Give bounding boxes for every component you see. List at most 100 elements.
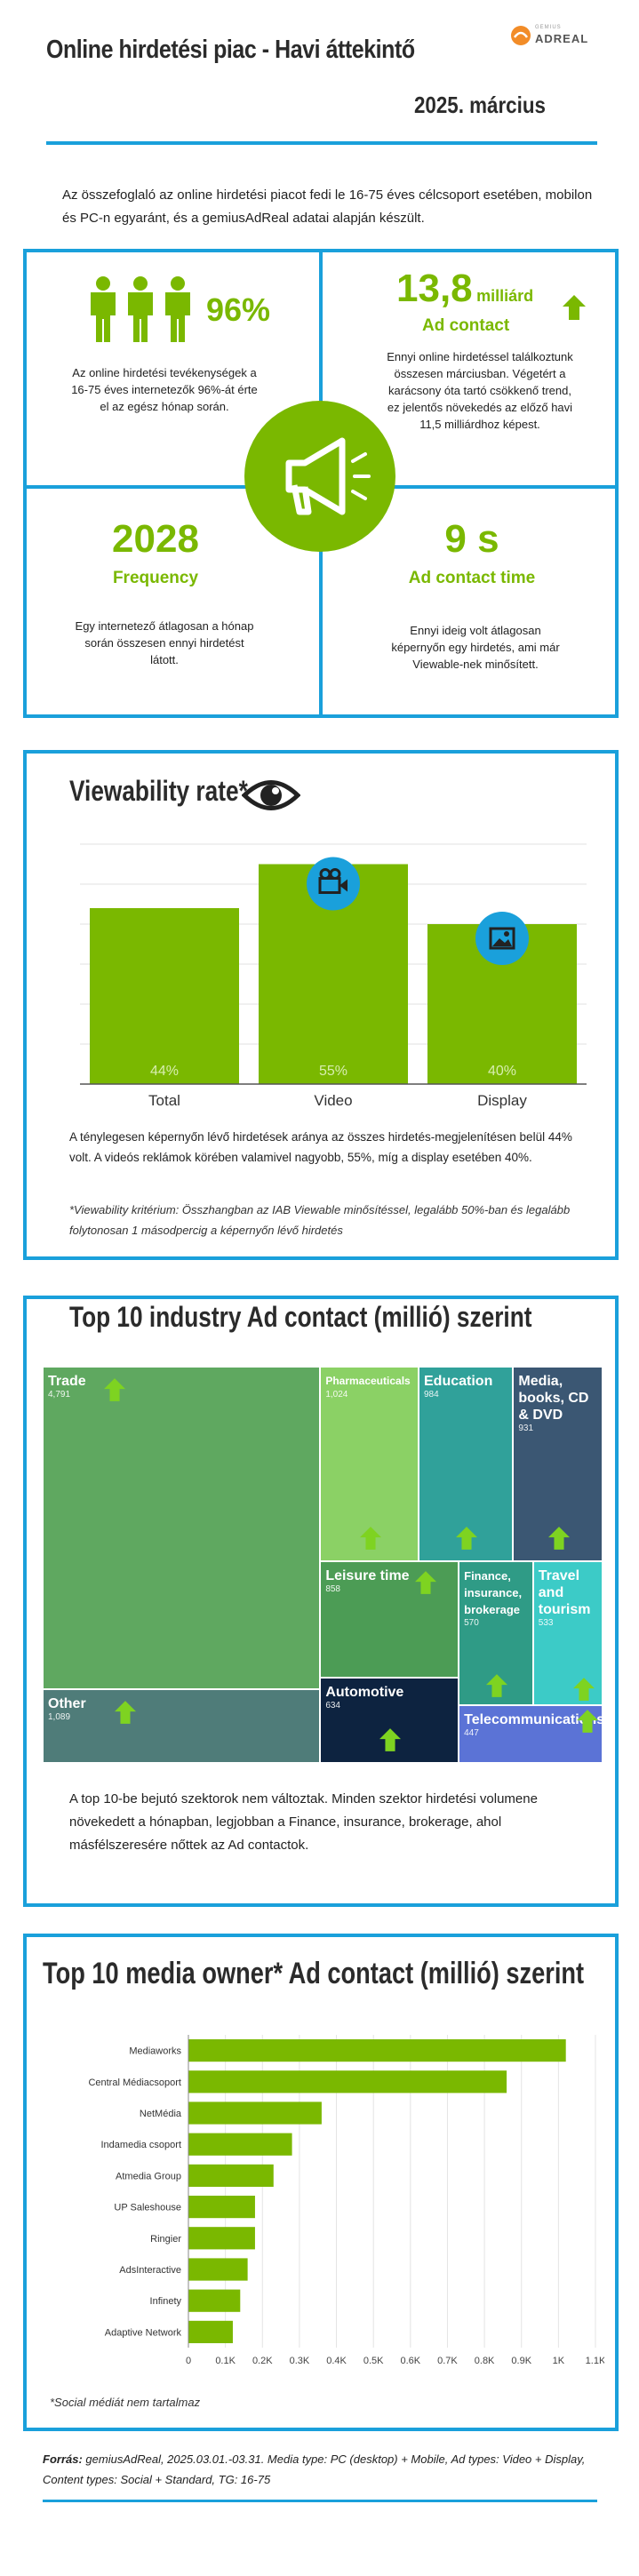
arrow-shape: [576, 1709, 598, 1733]
camera-reel: [329, 868, 341, 880]
treemap-label: Pharmaceuticals: [325, 1375, 411, 1387]
arrow-shape: [547, 1527, 570, 1551]
viewability-chart: 44% Total 55% Video 40% Display: [80, 843, 587, 1109]
ad-contact-number: 13,8: [396, 267, 473, 310]
x-tick-label: 0.3K: [290, 2356, 310, 2366]
icon-circle: [307, 857, 360, 911]
contact-time-description: Ennyi ideig volt átlagosan képernyőn egy…: [391, 624, 560, 671]
arrow-up-icon: [379, 1728, 402, 1751]
treemap-value: 858: [325, 1584, 340, 1595]
arrow-up-icon: [115, 1701, 136, 1725]
x-tick-label: 0.8K: [475, 2356, 495, 2366]
reach-value: 96%: [206, 291, 271, 328]
media-category-label: Infinety: [150, 2296, 182, 2307]
industry-title: Top 10 industry Ad contact (millió) szer…: [69, 1301, 532, 1333]
treemap-cell: Other 1,089: [43, 1689, 321, 1763]
eye-icon: [241, 775, 301, 820]
bar-value-label: 44%: [150, 1064, 179, 1079]
viewability-panel: [23, 750, 619, 1260]
ad-contact-unit: milliárd: [476, 287, 534, 305]
page-title: Online hirdetési piac - Havi áttekintő: [46, 36, 415, 64]
treemap-label: Travel and tourism: [538, 1568, 591, 1618]
arrow-shape: [572, 1677, 595, 1701]
media-category-label: AdsInteractive: [119, 2265, 181, 2276]
treemap-value: 1,024: [325, 1390, 348, 1400]
media-panel: [23, 1934, 619, 2431]
bar-value-label: 55%: [319, 1064, 347, 1079]
ad-contact-description: Ennyi online hirdetéssel találkoztunk ös…: [387, 350, 573, 431]
image-mountain: [492, 938, 512, 946]
arrow-up-icon: [456, 1527, 478, 1551]
treemap-label: Other: [48, 1696, 86, 1712]
image-frame: [489, 927, 515, 950]
image-icon: [475, 912, 529, 965]
treemap-value: 533: [538, 1618, 554, 1629]
arrow-shape: [115, 1701, 136, 1725]
x-tick-label: 0.7K: [437, 2356, 458, 2366]
media-bar: [188, 2258, 248, 2281]
category-label: Video: [314, 1092, 352, 1109]
treemap-label: Telecommunications: [464, 1711, 603, 1727]
arrow-shape: [485, 1673, 507, 1697]
arrow-up-icon: [572, 1677, 595, 1701]
industry-treemap: Trade 4,791 Other 1,089 Pharmaceuticals 1,024…: [43, 1367, 603, 1763]
adreal-logo: GEMIUS ADREAL: [510, 21, 599, 48]
media-bar: [188, 2164, 274, 2187]
logo-text: ADREAL: [535, 32, 589, 45]
media-bar: [188, 2196, 255, 2219]
camera-lens: [339, 879, 347, 892]
treemap-cell: Trade 4,791: [43, 1367, 321, 1690]
report-date: 2025. március: [414, 92, 546, 118]
people-icon: [86, 275, 197, 342]
arrow-shape: [359, 1527, 381, 1551]
frequency-description: Egy internetező átlagosan a hónap során …: [75, 619, 254, 666]
x-tick-label: 0.2K: [252, 2356, 273, 2366]
x-tick-label: 0.1K: [215, 2356, 236, 2366]
frequency-value: 2028: [112, 517, 199, 561]
ad-contact-label: Ad contact: [422, 316, 510, 335]
media-category-label: Central Médiacsoport: [88, 2078, 181, 2088]
icon-circle: [475, 912, 529, 965]
treemap-value: 1,089: [48, 1712, 71, 1723]
arrow-up-icon: [485, 1673, 507, 1697]
arrow-shape: [104, 1378, 125, 1401]
frequency-label: Frequency: [112, 569, 199, 587]
arrow-up-icon: [359, 1527, 381, 1551]
media-category-label: NetMédia: [140, 2109, 182, 2119]
ad-contact-value: 13,8 milliárd: [396, 267, 533, 311]
arrow-shape: [379, 1728, 402, 1751]
logo-icon: [511, 26, 531, 45]
image-sun: [504, 931, 509, 937]
x-tick-label: 0.9K: [511, 2356, 531, 2366]
viewability-text: A ténylegesen képernyőn lévő hirdetések …: [69, 1130, 572, 1164]
source-text: gemiusAdReal, 2025.03.01.-03.31. Media t…: [43, 2452, 586, 2486]
treemap-cell: Leisure time 858: [320, 1561, 459, 1678]
arrow-up-icon: [104, 1378, 125, 1401]
treemap-value: 4,791: [48, 1390, 71, 1400]
industry-panel: [23, 1296, 619, 1907]
category-label: Total: [148, 1092, 180, 1109]
treemap-value: 634: [325, 1700, 340, 1711]
video-camera-icon: [307, 857, 360, 911]
x-tick-label: 0.6K: [400, 2356, 420, 2366]
viewability-footnote: *Viewability kritérium: Összhangban az I…: [69, 1203, 571, 1237]
treemap-label: Leisure time: [325, 1568, 410, 1584]
media-footnote: *Social médiát nem tartalmaz: [50, 2396, 201, 2409]
intro-text: Az összefoglaló az online hirdetési piac…: [62, 187, 593, 226]
logo-small-text: GEMIUS: [535, 25, 562, 30]
media-category-label: Adaptive Network: [105, 2327, 182, 2338]
treemap-value: 570: [464, 1618, 479, 1629]
treemap-cell: Media, books, CD & DVD 931: [513, 1367, 603, 1562]
viewability-title: Viewability rate*: [69, 775, 248, 807]
treemap-cell: Pharmaceuticals 1,024: [320, 1367, 419, 1562]
media-category-label: Atmedia Group: [116, 2171, 181, 2181]
arrow-up-icon: [547, 1527, 570, 1551]
footer-divider: [43, 2500, 597, 2502]
treemap-label: Media, books, CD & DVD: [518, 1374, 589, 1423]
media-category-label: Ringier: [150, 2234, 181, 2245]
treemap-value: 984: [424, 1390, 439, 1400]
contact-time-value: 9 s: [444, 517, 499, 561]
industry-text: A top 10-be bejutó szektorok nem változt…: [69, 1791, 538, 1853]
viewability-bar: [90, 908, 239, 1084]
treemap-cell: Telecommunications 447: [459, 1704, 603, 1763]
